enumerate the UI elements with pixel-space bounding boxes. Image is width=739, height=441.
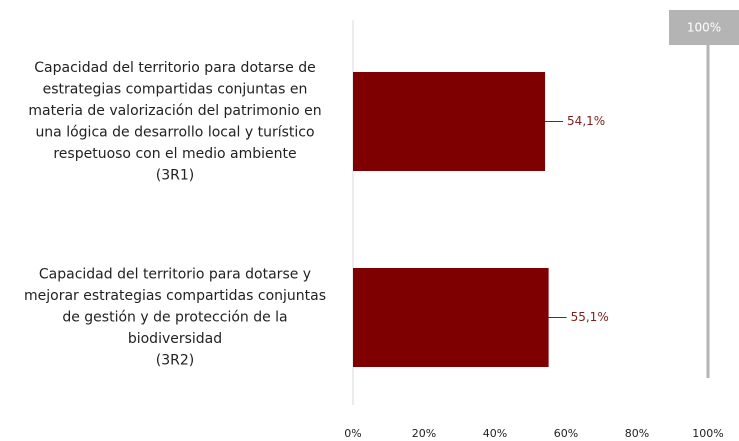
value-label: 54,1% [567,114,605,128]
reference-label: 100% [687,21,721,35]
category-label: respetuoso con el medio ambiente [53,146,296,162]
reference-box [669,10,739,45]
category-label: (3R2) [156,353,194,369]
x-tick-label: 20% [412,427,436,440]
x-tick-label: 100% [692,427,723,440]
category-label: Capacidad del territorio para dotarse y [39,267,311,283]
category-label: biodiversidad [128,331,222,347]
category-label: Capacidad del territorio para dotarse de [34,60,315,76]
category-label: de gestión y de protección de la [62,310,287,326]
bar [353,268,549,367]
x-tick-label: 0% [344,427,361,440]
value-label: 55,1% [571,310,609,324]
x-tick-label: 40% [483,427,507,440]
category-label: (3R1) [156,167,194,183]
category-label: estrategias compartidas conjuntas en [43,81,308,97]
category-label: mejorar estrategias compartidas conjunta… [24,288,326,304]
x-tick-label: 80% [625,427,649,440]
category-label: una lógica de desarrollo local y turísti… [35,124,314,140]
category-label: materia de valorización del patrimonio e… [28,103,321,119]
bar [353,72,546,171]
x-tick-label: 60% [554,427,578,440]
